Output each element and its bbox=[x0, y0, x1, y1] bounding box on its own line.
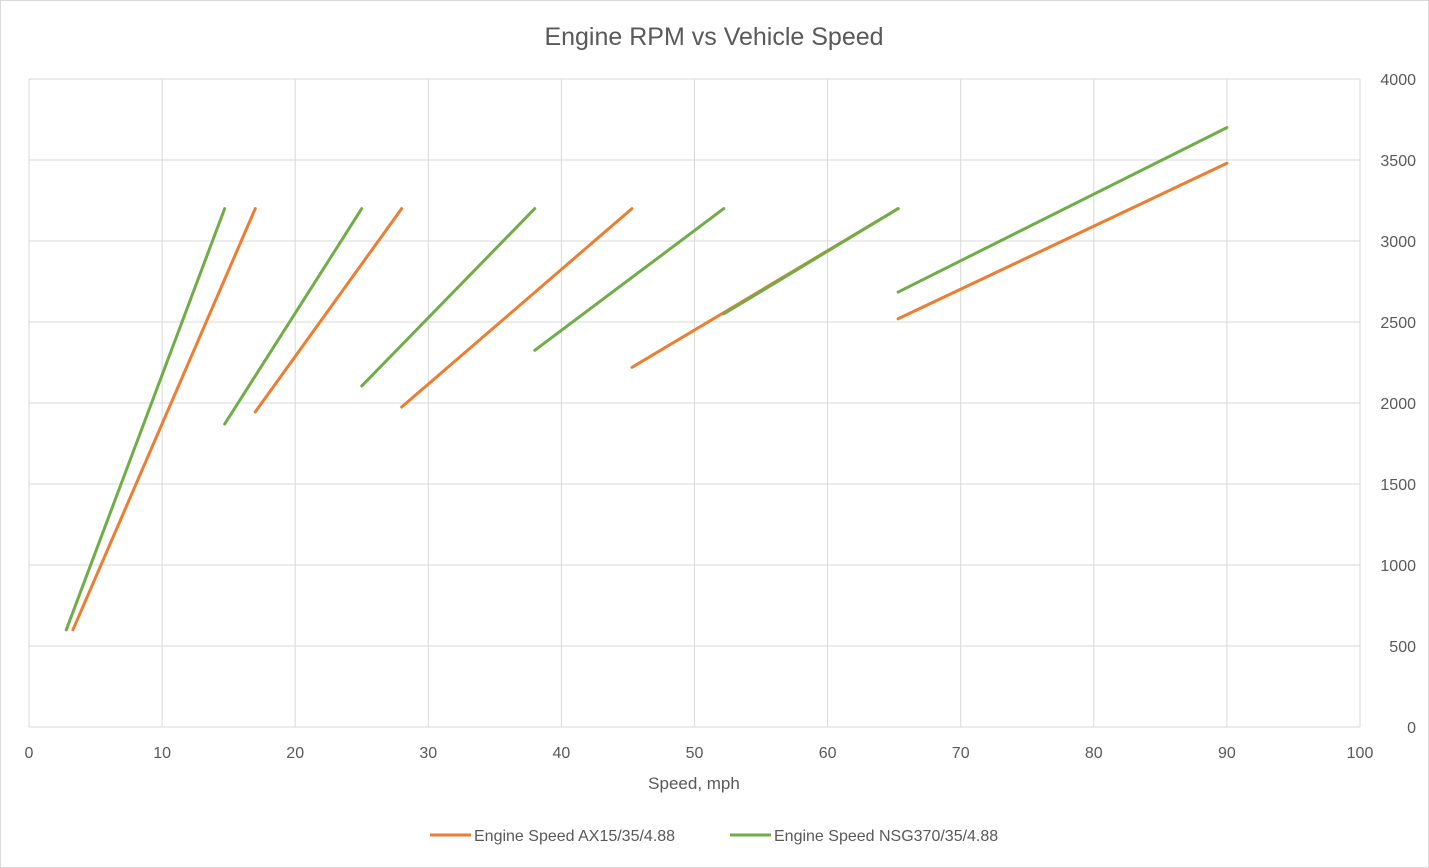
x-tick-labels: 0 10 20 30 40 50 60 70 80 90 100 bbox=[25, 745, 1374, 762]
series-ax15-segment-5 bbox=[896, 161, 1229, 321]
series-nsg370-segment-6 bbox=[896, 126, 1229, 294]
x-axis-label: Speed, mph bbox=[648, 774, 740, 793]
legend-item-ax15: Engine Speed AX15/35/4.88 bbox=[430, 828, 675, 845]
gridlines bbox=[28, 78, 1361, 728]
series-ax15-segment-3 bbox=[400, 207, 634, 409]
x-tick-label-30: 30 bbox=[419, 745, 437, 762]
y-tick-label-3000: 3000 bbox=[1380, 234, 1416, 251]
y-tick-label-3500: 3500 bbox=[1380, 153, 1416, 170]
x-tick-label-80: 80 bbox=[1085, 745, 1103, 762]
x-tick-label-60: 60 bbox=[819, 745, 837, 762]
y-tick-label-0: 0 bbox=[1407, 720, 1416, 737]
series-ax15-segment-1 bbox=[71, 207, 257, 632]
series-nsg370-segment-1 bbox=[64, 207, 227, 632]
y-tick-label-1500: 1500 bbox=[1380, 477, 1416, 494]
x-tick-label-0: 0 bbox=[25, 745, 34, 762]
legend-label-ax15: Engine Speed AX15/35/4.88 bbox=[474, 828, 675, 845]
series-nsg370-segment-4 bbox=[533, 207, 726, 352]
series-lines bbox=[64, 126, 1229, 632]
legend-item-nsg370: Engine Speed NSG370/35/4.88 bbox=[730, 828, 998, 845]
series-ax15-segment-2 bbox=[253, 207, 404, 414]
y-tick-label-2500: 2500 bbox=[1380, 315, 1416, 332]
series-nsg370-segment-2 bbox=[223, 207, 364, 426]
y-tick-label-500: 500 bbox=[1389, 639, 1416, 656]
x-tick-label-20: 20 bbox=[286, 745, 304, 762]
x-tick-label-90: 90 bbox=[1218, 745, 1236, 762]
x-tick-label-70: 70 bbox=[952, 745, 970, 762]
legend: Engine Speed AX15/35/4.88 Engine Speed N… bbox=[430, 828, 998, 845]
x-tick-label-50: 50 bbox=[686, 745, 704, 762]
x-tick-label-40: 40 bbox=[553, 745, 571, 762]
series-nsg370-segment-5 bbox=[722, 207, 900, 316]
series-nsg370-segment-3 bbox=[360, 207, 537, 388]
x-tick-label-10: 10 bbox=[153, 745, 171, 762]
y-tick-labels: 0 500 1000 1500 2000 2500 3000 3500 4000 bbox=[1380, 72, 1416, 737]
y-tick-label-4000: 4000 bbox=[1380, 72, 1416, 89]
legend-label-nsg370: Engine Speed NSG370/35/4.88 bbox=[774, 828, 998, 845]
y-tick-label-2000: 2000 bbox=[1380, 396, 1416, 413]
x-tick-label-100: 100 bbox=[1347, 745, 1374, 762]
chart-title: Engine RPM vs Vehicle Speed bbox=[544, 23, 883, 51]
y-tick-label-1000: 1000 bbox=[1380, 558, 1416, 575]
